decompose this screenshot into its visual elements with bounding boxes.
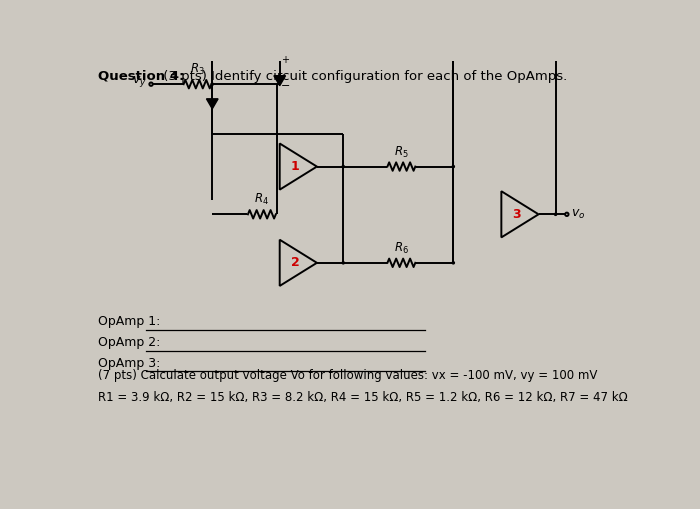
Polygon shape [206, 99, 218, 109]
Text: −: − [281, 81, 290, 91]
Text: 3: 3 [512, 208, 522, 221]
Text: 1: 1 [290, 160, 300, 173]
Circle shape [342, 262, 344, 264]
Text: $R_6$: $R_6$ [394, 241, 409, 256]
Text: $R_3$: $R_3$ [190, 62, 205, 77]
Text: (3 pts) Identify circuit configuration for each of the OpAmps.: (3 pts) Identify circuit configuration f… [159, 70, 567, 82]
Text: $R_4$: $R_4$ [254, 192, 270, 207]
Circle shape [554, 213, 556, 215]
Text: Question 4:: Question 4: [97, 70, 184, 82]
Text: R1 = 3.9 kΩ, R2 = 15 kΩ, R3 = 8.2 kΩ, R4 = 15 kΩ, R5 = 1.2 kΩ, R6 = 12 kΩ, R7 = : R1 = 3.9 kΩ, R2 = 15 kΩ, R3 = 8.2 kΩ, R4… [97, 391, 627, 404]
Text: $R_5$: $R_5$ [394, 145, 409, 160]
Text: 2: 2 [290, 257, 300, 269]
Text: OpAmp 3:: OpAmp 3: [97, 357, 160, 370]
Text: $v_o$: $v_o$ [571, 208, 585, 221]
Text: OpAmp 1:: OpAmp 1: [97, 315, 160, 328]
Text: $v_y$: $v_y$ [132, 74, 146, 89]
Text: +: + [281, 54, 289, 65]
Polygon shape [274, 76, 286, 86]
Circle shape [452, 262, 454, 264]
Text: OpAmp 2:: OpAmp 2: [97, 336, 160, 349]
Circle shape [342, 165, 344, 167]
Text: (7 pts) Calculate output voltage Vo for following values: vx = -100 mV, vy = 100: (7 pts) Calculate output voltage Vo for … [97, 369, 597, 382]
Circle shape [211, 83, 214, 86]
Circle shape [452, 165, 454, 167]
